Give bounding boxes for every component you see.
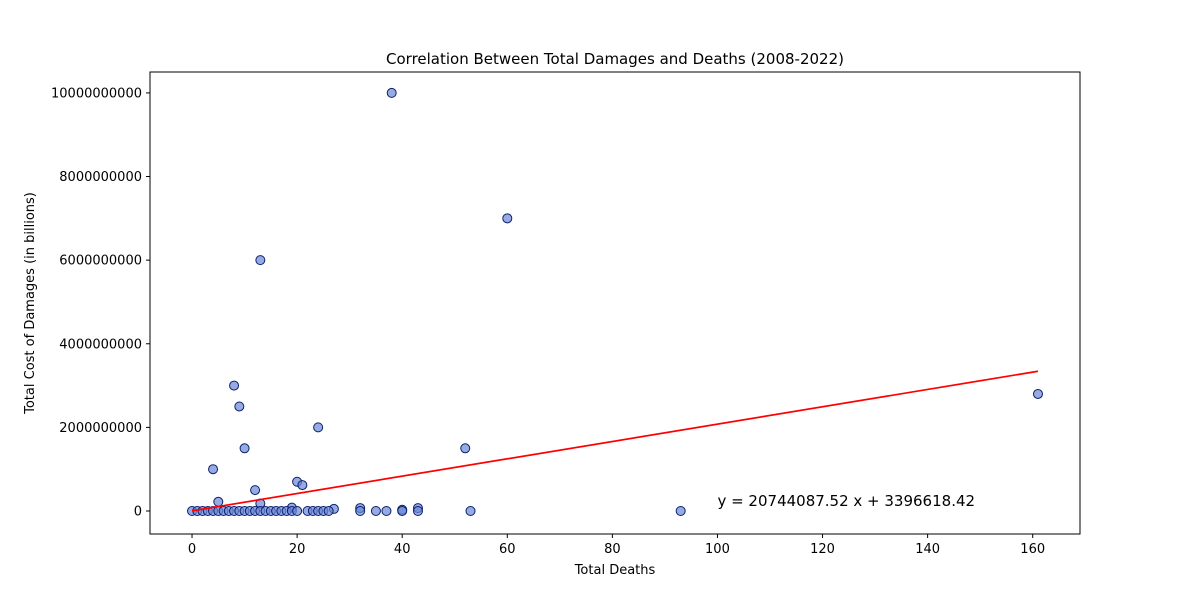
data-point-46 (355, 506, 366, 516)
data-point-0 (386, 87, 397, 98)
data-point-40 (292, 506, 303, 516)
chart-title: Correlation Between Total Damages and De… (386, 50, 844, 68)
data-point-3 (229, 380, 240, 391)
data-point-50 (412, 506, 423, 516)
x-tick-label-5: 100 (705, 542, 730, 557)
data-point-4 (234, 401, 245, 412)
data-point-48 (381, 506, 392, 516)
data-point-52 (675, 506, 686, 516)
data-point-6 (313, 422, 324, 433)
data-point-9 (208, 464, 219, 475)
x-axis-label: Total Deaths (574, 563, 656, 578)
x-tick-label-2: 40 (394, 542, 411, 557)
x-tick-label-3: 60 (499, 542, 516, 557)
y-axis: 0 2000000000 4000000000 6000000000 800000000… (51, 86, 150, 520)
data-point-47 (370, 506, 381, 516)
x-tick-label-1: 20 (289, 542, 306, 557)
regression-line (191, 370, 1039, 512)
plot-marks (187, 87, 1043, 516)
data-point-5 (1032, 388, 1043, 399)
fit-equation-annotation: y = 20744087.52 x + 3396618.42 (717, 492, 975, 510)
x-axis: 0 20 40 60 80 100 120 140 160 (188, 534, 1045, 557)
data-point-49 (397, 506, 408, 516)
data-point-2 (255, 255, 266, 266)
data-point-13 (213, 496, 224, 507)
y-axis-label: Total Cost of Damages (in billions) (23, 192, 38, 415)
data-point-7 (239, 443, 250, 454)
data-point-12 (250, 485, 261, 496)
x-tick-label-7: 140 (915, 542, 940, 557)
x-tick-label-8: 160 (1020, 542, 1045, 557)
y-tick-label-1: 2000000000 (59, 421, 142, 436)
x-tick-label-4: 80 (604, 542, 621, 557)
y-tick-label-4: 8000000000 (59, 170, 142, 185)
x-tick-label-0: 0 (188, 542, 196, 557)
plot-frame (149, 71, 1081, 535)
data-point-1 (502, 213, 513, 224)
y-tick-label-5: 10000000000 (51, 86, 142, 101)
x-tick-label-6: 120 (810, 542, 835, 557)
y-tick-label-0: 0 (134, 505, 142, 520)
data-point-45 (323, 506, 334, 516)
data-point-11 (297, 480, 308, 491)
y-tick-label-3: 6000000000 (59, 254, 142, 269)
data-point-8 (460, 443, 471, 454)
y-tick-label-2: 4000000000 (59, 337, 142, 352)
data-point-51 (465, 506, 476, 516)
